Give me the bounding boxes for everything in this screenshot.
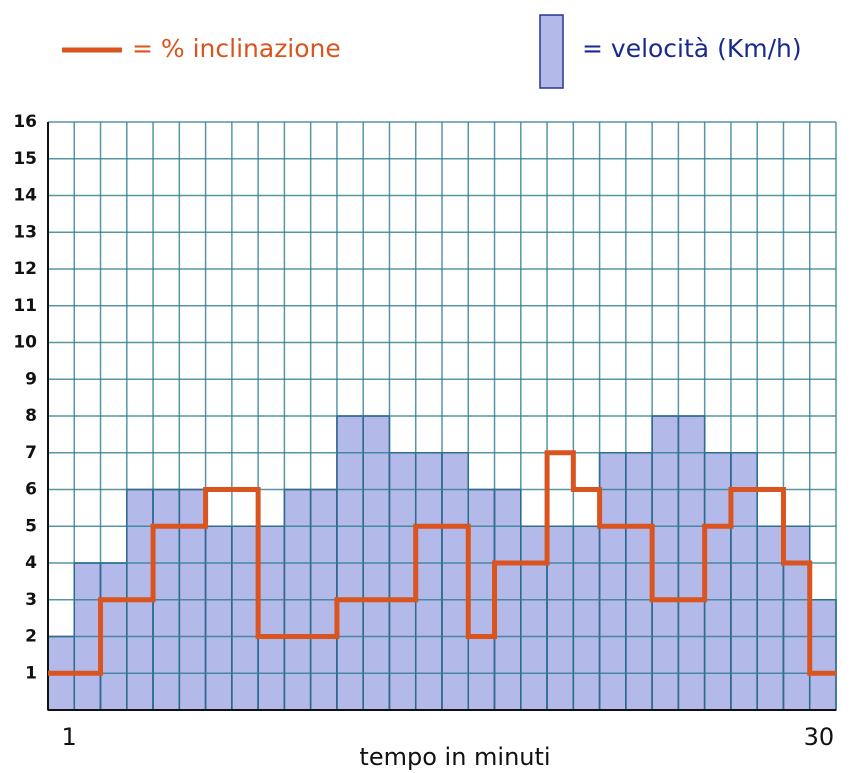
- y-tick-label: 12: [13, 259, 37, 279]
- bar: [598, 452, 627, 711]
- y-tick-label: 14: [13, 186, 37, 206]
- y-tick-label: 7: [25, 443, 37, 463]
- y-tick-label: 3: [25, 590, 37, 610]
- y-tick-label: 5: [25, 516, 37, 536]
- legend-swatch: [539, 14, 564, 89]
- bar: [808, 599, 837, 711]
- x-axis-label: tempo in minuti: [359, 743, 550, 771]
- y-tick-label: 13: [13, 222, 37, 242]
- bar: [388, 452, 417, 711]
- bar: [782, 525, 811, 711]
- y-tick-label: 16: [13, 112, 37, 132]
- bar: [231, 525, 259, 711]
- bar: [546, 525, 575, 711]
- legend-label: = velocità (Km/h): [582, 34, 802, 63]
- y-tick-label: 9: [25, 369, 37, 389]
- bar: [520, 525, 548, 711]
- bar: [441, 452, 470, 711]
- y-tick-label: 10: [13, 333, 37, 353]
- y-tick-label: 11: [13, 296, 37, 316]
- y-tick-label: 4: [25, 553, 37, 573]
- y-tick-label: 15: [13, 149, 37, 169]
- bar: [756, 525, 785, 711]
- y-tick-label: 1: [25, 663, 37, 683]
- x-tick-label: 30: [804, 723, 835, 751]
- bar: [414, 452, 443, 711]
- bar: [625, 452, 653, 711]
- y-tick-label: 6: [25, 480, 37, 500]
- legend-label: = % inclinazione: [132, 34, 341, 63]
- bar: [257, 525, 286, 711]
- y-tick-label: 2: [25, 627, 37, 647]
- step-line: [48, 450, 836, 676]
- bar: [703, 452, 732, 711]
- bar: [572, 525, 601, 711]
- bar: [204, 525, 233, 711]
- x-tick-label: 1: [61, 723, 76, 751]
- y-tick-label: 8: [25, 406, 37, 426]
